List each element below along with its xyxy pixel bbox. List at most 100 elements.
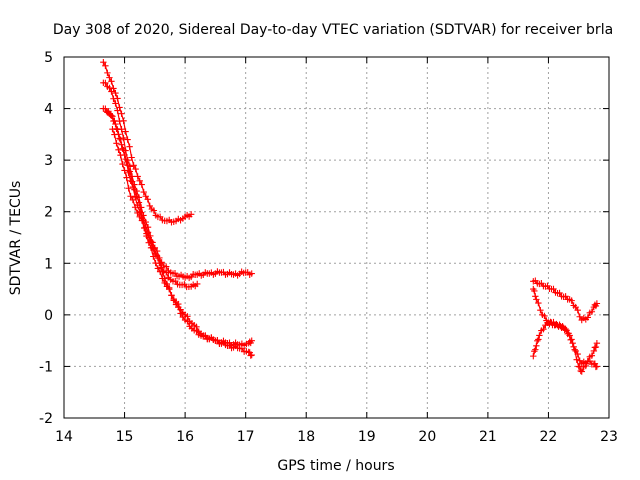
data-point-marker xyxy=(533,342,540,349)
data-point-marker xyxy=(588,352,596,359)
data-point-marker xyxy=(172,277,179,285)
data-point-marker xyxy=(115,146,122,154)
data-point-marker xyxy=(154,265,162,272)
data-point-marker xyxy=(590,347,598,355)
data-point-marker xyxy=(129,183,137,191)
data-point-marker xyxy=(566,332,573,339)
axis-ticks xyxy=(63,56,610,419)
data-point-marker xyxy=(577,367,584,375)
data-point-marker xyxy=(533,296,540,303)
x-tick-label: 23 xyxy=(600,429,618,445)
y-tick-label: 5 xyxy=(44,50,53,66)
x-tick-label: 16 xyxy=(176,429,194,445)
data-point-marker xyxy=(114,107,121,114)
data-point-marker xyxy=(536,332,543,339)
data-point-marker xyxy=(118,110,125,117)
y-tick-label: -1 xyxy=(39,359,53,375)
data-point-marker xyxy=(113,125,120,133)
data-series xyxy=(100,58,601,375)
data-point-marker xyxy=(152,259,159,267)
data-point-marker xyxy=(162,263,170,270)
data-point-marker xyxy=(138,181,145,188)
data-point-marker xyxy=(592,343,600,351)
data-point-marker xyxy=(138,214,146,222)
data-point-marker xyxy=(156,268,164,275)
data-point-marker xyxy=(193,323,200,330)
x-axis-label: GPS time / hours xyxy=(277,458,394,474)
data-point-marker xyxy=(568,297,575,304)
data-point-marker xyxy=(530,352,537,360)
data-point-marker xyxy=(119,160,126,168)
data-point-marker xyxy=(578,368,585,375)
series-arc-a xyxy=(100,58,195,226)
data-point-marker xyxy=(540,326,547,333)
data-point-marker xyxy=(126,168,134,175)
data-point-marker xyxy=(112,100,119,107)
x-tick-label: 18 xyxy=(297,429,315,445)
data-point-marker xyxy=(136,208,143,215)
series-line xyxy=(103,108,198,288)
y-tick-labels: -2 -1 0 1 2 3 4 5 xyxy=(39,50,53,427)
series-arc-f xyxy=(530,277,601,324)
data-point-marker xyxy=(117,136,124,143)
data-point-marker xyxy=(130,162,137,169)
x-tick-label: 20 xyxy=(418,429,436,445)
data-point-marker xyxy=(111,117,118,125)
y-tick-label: 0 xyxy=(44,308,53,324)
data-point-marker xyxy=(110,95,117,102)
y-tick-label: 2 xyxy=(44,205,53,221)
data-point-marker xyxy=(121,167,128,174)
data-point-marker xyxy=(531,347,538,355)
data-point-marker xyxy=(154,254,162,262)
data-point-marker xyxy=(588,308,596,315)
data-point-marker xyxy=(166,285,173,293)
data-point-marker xyxy=(124,136,131,143)
data-point-marker xyxy=(150,253,157,260)
data-point-marker xyxy=(140,188,147,196)
data-point-marker xyxy=(102,79,109,87)
data-point-marker xyxy=(125,185,132,192)
data-point-marker xyxy=(175,300,182,308)
data-point-marker xyxy=(194,280,201,288)
data-point-marker xyxy=(108,88,115,95)
data-point-marker xyxy=(134,173,141,180)
data-point-marker xyxy=(102,62,109,69)
data-point-marker xyxy=(147,244,155,251)
data-point-marker xyxy=(115,131,122,138)
plot-frame xyxy=(63,56,610,419)
data-point-marker xyxy=(556,289,563,297)
data-point-marker xyxy=(105,108,112,115)
x-tick-label: 19 xyxy=(358,429,376,445)
x-tick-label: 21 xyxy=(479,429,497,445)
data-point-marker xyxy=(550,285,557,293)
data-point-marker xyxy=(109,113,116,120)
series-line xyxy=(106,110,252,357)
data-point-marker xyxy=(156,213,164,220)
data-point-marker xyxy=(593,363,601,370)
data-point-marker xyxy=(106,84,113,92)
data-point-marker xyxy=(574,350,581,358)
data-point-marker xyxy=(568,336,575,343)
data-point-marker xyxy=(108,78,115,85)
data-point-marker xyxy=(184,313,191,320)
data-point-marker xyxy=(143,232,150,240)
data-point-marker xyxy=(119,145,126,152)
data-point-marker xyxy=(112,89,119,97)
y-tick-label: 4 xyxy=(44,102,53,118)
data-point-marker xyxy=(532,346,539,353)
data-point-marker xyxy=(122,128,129,135)
data-point-marker xyxy=(144,196,151,203)
data-point-marker xyxy=(141,224,148,232)
data-point-marker xyxy=(541,312,548,320)
data-point-marker xyxy=(531,287,538,295)
data-point-marker xyxy=(127,193,134,200)
data-point-marker xyxy=(535,299,542,307)
data-point-marker xyxy=(125,169,132,177)
data-point-marker xyxy=(121,151,128,159)
data-point-marker xyxy=(145,239,152,246)
series-arc-h xyxy=(530,318,601,371)
data-point-marker xyxy=(534,337,541,345)
data-point-marker xyxy=(161,279,168,287)
data-point-marker xyxy=(134,202,141,209)
